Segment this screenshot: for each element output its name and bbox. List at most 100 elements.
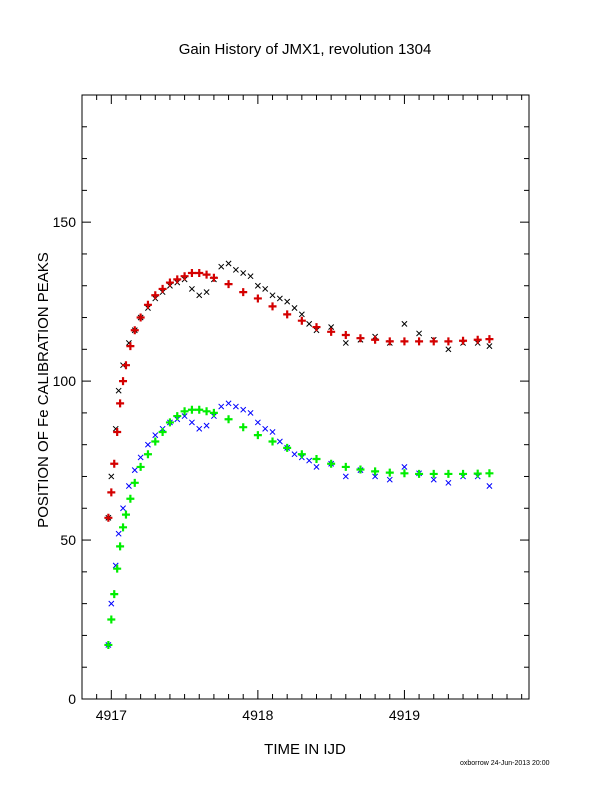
data-point [247, 409, 254, 416]
data-point [276, 438, 283, 445]
data-point [430, 476, 437, 483]
y-tick-label: 50 [60, 532, 76, 548]
data-point [158, 427, 167, 436]
data-point [283, 443, 292, 452]
data-point [224, 415, 233, 424]
data-point [297, 450, 306, 459]
data-point [218, 263, 225, 270]
data-point [253, 294, 262, 303]
data-point [104, 640, 113, 649]
data-point [209, 273, 218, 282]
data-point [144, 441, 151, 448]
data-point [291, 305, 298, 311]
data-point [269, 292, 276, 299]
footer-credit: oxborrow 24-Jun-2013 20:00 [460, 760, 550, 767]
data-point [196, 425, 203, 432]
data-point [401, 463, 408, 470]
data-point [119, 377, 128, 386]
series-1 [104, 269, 494, 522]
series-3 [104, 405, 494, 649]
data-point [108, 600, 115, 607]
data-point [107, 615, 116, 624]
data-point [356, 334, 365, 343]
data-point [224, 280, 233, 289]
data-point [187, 269, 196, 278]
data-point [125, 483, 132, 489]
data-point [400, 469, 409, 478]
data-point [356, 465, 365, 474]
data-point [152, 432, 159, 439]
data-point [327, 459, 336, 468]
plot-frame [81, 94, 530, 700]
data-point [401, 320, 408, 327]
data-point [181, 413, 188, 420]
data-point [131, 467, 138, 474]
data-series [104, 260, 494, 649]
data-point [136, 462, 145, 471]
data-point [253, 431, 262, 440]
data-point [126, 494, 135, 503]
series-0 [105, 260, 493, 521]
data-point [386, 476, 393, 483]
data-point [473, 335, 482, 344]
data-point [306, 320, 313, 327]
data-point [232, 403, 239, 410]
data-point [116, 399, 125, 408]
data-point [486, 343, 493, 350]
data-point [328, 324, 335, 331]
data-point [269, 429, 276, 435]
data-point [254, 282, 261, 289]
data-point [187, 405, 196, 414]
data-point [385, 337, 394, 346]
data-point [291, 451, 298, 458]
data-point [173, 412, 182, 421]
data-point [130, 478, 139, 487]
data-point [239, 288, 248, 297]
data-point [429, 469, 438, 478]
data-point [254, 419, 261, 426]
data-point [104, 513, 113, 522]
data-point [126, 342, 135, 351]
data-point [240, 406, 247, 413]
data-point [415, 337, 424, 346]
y-tick-label: 0 [68, 691, 76, 707]
data-point [247, 273, 254, 280]
series-2 [105, 400, 493, 648]
data-point [110, 459, 119, 468]
data-point [136, 313, 145, 322]
data-point [262, 285, 269, 292]
data-point [107, 488, 116, 497]
data-point [473, 469, 482, 478]
data-point [416, 330, 423, 337]
data-point [459, 469, 468, 478]
data-point [173, 275, 182, 284]
data-point [445, 479, 452, 486]
data-point [284, 298, 291, 305]
data-point [130, 326, 139, 335]
data-point [143, 450, 152, 459]
data-point [327, 327, 336, 336]
data-point [268, 302, 277, 311]
data-point [209, 408, 218, 417]
data-point [151, 437, 160, 446]
data-point [121, 510, 130, 519]
data-point [485, 335, 494, 344]
data-point [180, 407, 189, 416]
data-point [218, 403, 225, 410]
data-point [485, 469, 494, 478]
data-point [121, 361, 130, 370]
data-point [342, 473, 349, 480]
data-point [444, 337, 453, 346]
data-point [444, 469, 453, 478]
data-point [151, 291, 160, 300]
data-point [283, 310, 292, 319]
data-point [165, 278, 174, 287]
tick-marks [81, 94, 529, 700]
data-point [116, 542, 125, 551]
data-point [240, 270, 247, 276]
data-point [188, 285, 195, 292]
chart-title: Gain History of JMX1, revolution 1304 [179, 41, 432, 58]
data-point [312, 323, 321, 332]
data-point [415, 469, 424, 478]
y-tick-label: 150 [53, 214, 77, 230]
